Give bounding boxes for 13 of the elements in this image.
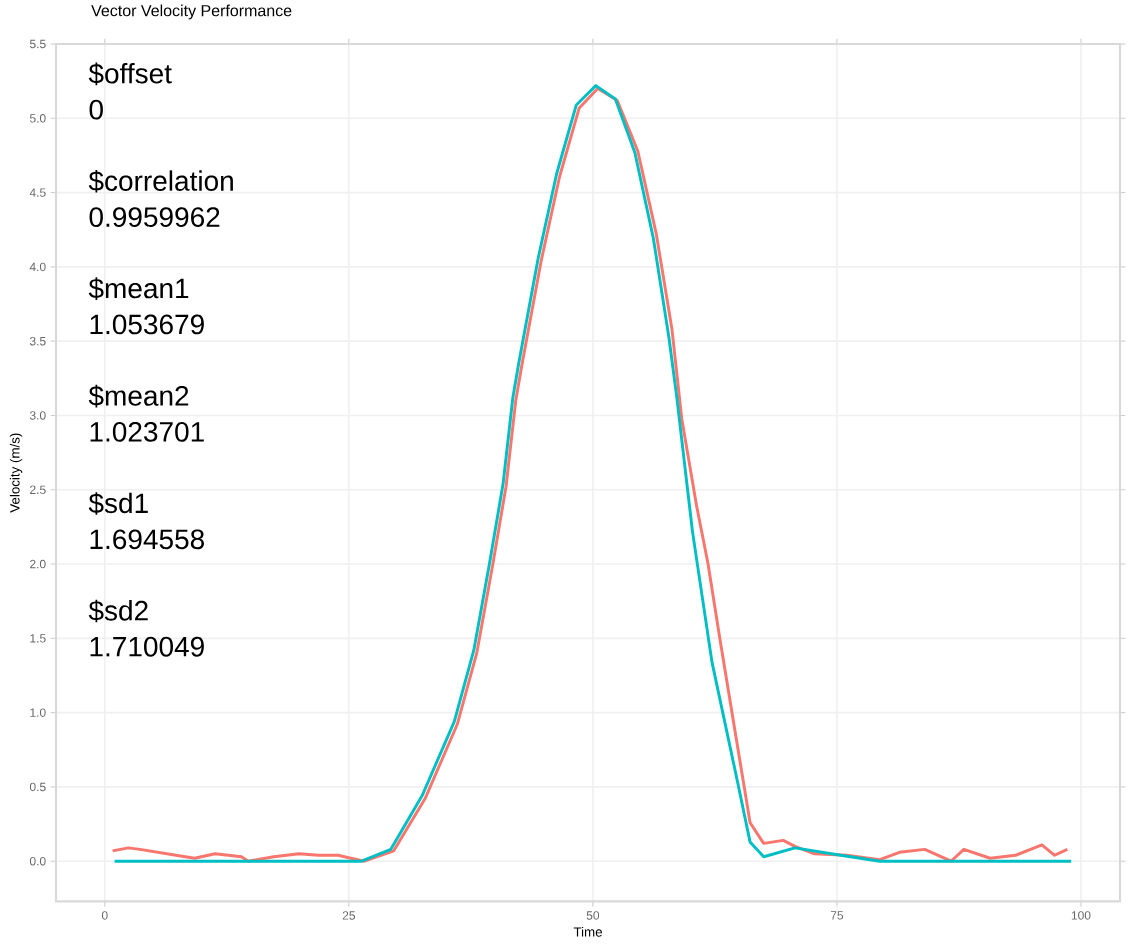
annotation: 1.694558 <box>90 529 204 550</box>
annotation: $mean1 <box>88 277 189 300</box>
annotation: $sd2 <box>88 599 148 623</box>
annotation: $correlation <box>88 169 233 193</box>
annotation: $mean2 <box>88 384 189 408</box>
annotation: $sd1 <box>88 492 148 515</box>
annotation: $offset <box>88 62 172 86</box>
annotation: 1.710049 <box>90 636 204 657</box>
annotation: 1.053679 <box>90 314 204 335</box>
chart-title: Vector Velocity Performance <box>91 4 292 20</box>
annotation: 0 <box>89 99 103 120</box>
annotation: 1.023701 <box>90 421 204 442</box>
annotation: 0.9959962 <box>89 207 220 228</box>
